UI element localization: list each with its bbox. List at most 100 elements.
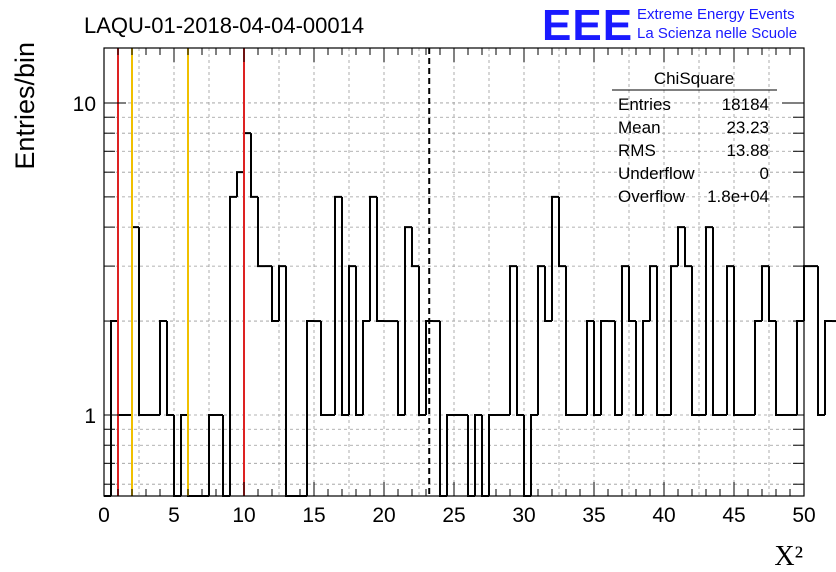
stats-entries-value: 18184 (722, 95, 769, 114)
histogram-bin (110, 320, 118, 496)
histogram-bin (817, 266, 825, 416)
histogram-bin (159, 320, 167, 415)
histogram-bin (621, 265, 629, 415)
histogram-bin (243, 132, 251, 173)
stats-overflow-label: Overflow (618, 187, 686, 206)
histogram-bin (166, 321, 174, 416)
eee-logo-line2: La Scienza nelle Scuole (637, 25, 797, 42)
histogram-bin (397, 321, 405, 416)
histogram-bin (509, 265, 517, 415)
eee-logo-line1: Extreme Energy Events (637, 6, 795, 23)
histogram-bin (726, 265, 734, 415)
stats-mean-label: Mean (618, 118, 661, 137)
histogram-bin (362, 320, 370, 415)
stats-box: ChiSquare Entries 18184 Mean 23.23 RMS 1… (612, 69, 777, 206)
histogram-bin (376, 196, 384, 323)
histogram-bin (656, 266, 664, 416)
x-tick-label: 35 (582, 504, 605, 527)
stats-overflow-value: 1.8e+04 (707, 187, 769, 206)
histogram-bin (516, 266, 524, 416)
x-tick-label: 50 (792, 504, 815, 527)
stats-rms-value: 13.88 (726, 141, 769, 160)
stats-rms-label: RMS (618, 141, 656, 160)
histogram-bin (439, 321, 447, 497)
histogram-bin (334, 195, 342, 415)
histogram-bin (180, 413, 188, 496)
stats-title: ChiSquare (654, 69, 734, 88)
histogram-bin (691, 266, 699, 416)
reference-lines (117, 48, 431, 496)
x-tick-labels: 0 5 10 15 20 25 30 35 40 45 50 (98, 504, 816, 527)
x-tick-label: 10 (232, 504, 255, 527)
x-tick-label: 45 (722, 504, 745, 527)
histogram-bin (530, 413, 538, 496)
x-tick-label: 25 (442, 504, 465, 527)
histogram-bin (761, 265, 769, 322)
histogram-bin (635, 321, 643, 416)
x-tick-label: 5 (168, 504, 180, 527)
histogram-bin (117, 321, 125, 416)
histogram-bin (670, 265, 678, 415)
histogram-bin (348, 265, 356, 415)
histogram-bin (250, 133, 258, 198)
histogram-bin (544, 266, 552, 323)
histogram-bin (551, 195, 559, 322)
histogram-bin (271, 266, 279, 323)
histogram-bin (600, 320, 608, 415)
histogram-bin (775, 321, 783, 416)
grid (104, 48, 804, 496)
x-tick-label: 40 (652, 504, 675, 527)
axis-ticks (103, 48, 805, 496)
histogram-bin (306, 320, 314, 496)
x-tick-label: 30 (512, 504, 535, 527)
histogram-bin (425, 320, 433, 415)
histogram-bin (705, 226, 713, 415)
chart-title: LAQU-01-2018-04-04-00014 (84, 13, 364, 38)
eee-logo-text: EEE (542, 1, 633, 50)
histogram-bin (208, 413, 216, 496)
histogram-bin (285, 266, 293, 497)
histogram-bin (796, 320, 804, 415)
x-tick-label: 20 (372, 504, 395, 527)
histogram-bin (418, 266, 426, 416)
histogram-bin (446, 413, 454, 496)
stats-entries-label: Entries (618, 95, 671, 114)
histogram-bin (712, 227, 720, 416)
eee-logo: EEE Extreme Energy Events La Scienza nel… (542, 1, 797, 50)
histogram-bin (803, 265, 811, 322)
histogram-bin (733, 266, 741, 416)
x-tick-label: 15 (302, 504, 325, 527)
histogram-bin (138, 227, 146, 416)
histogram-bin (768, 266, 776, 323)
stats-underflow-label: Underflow (618, 164, 695, 183)
y-tick-label: 1 (84, 405, 96, 428)
histogram-bin (677, 226, 685, 267)
y-tick-label: 10 (73, 93, 96, 116)
histogram-bin (537, 265, 545, 415)
histogram-bin (257, 196, 265, 268)
histogram-bin (649, 265, 657, 322)
histogram-bin (614, 321, 622, 416)
histogram-bin (642, 320, 650, 415)
histogram-bin (488, 413, 496, 496)
histogram-bin (404, 226, 412, 415)
x-axis-label: X² (774, 541, 803, 572)
histogram-bin (558, 196, 566, 268)
histogram-bin (369, 195, 377, 322)
stats-mean-value: 23.23 (726, 118, 769, 137)
histogram-bin (474, 413, 482, 496)
histogram-bin (593, 321, 601, 416)
histogram-bin (565, 266, 573, 416)
histogram-bin (320, 321, 328, 416)
histogram-bin (824, 320, 832, 415)
histogram-bin (586, 320, 594, 415)
histogram-bin (355, 266, 363, 416)
stats-underflow-value: 0 (760, 164, 769, 183)
y-tick-labels: 1 10 (73, 93, 96, 428)
histogram-bin (278, 265, 286, 322)
histogram-bin (341, 196, 349, 416)
histogram-bin (754, 320, 762, 415)
histogram-bin (411, 227, 419, 268)
histogram-bin (236, 171, 244, 197)
